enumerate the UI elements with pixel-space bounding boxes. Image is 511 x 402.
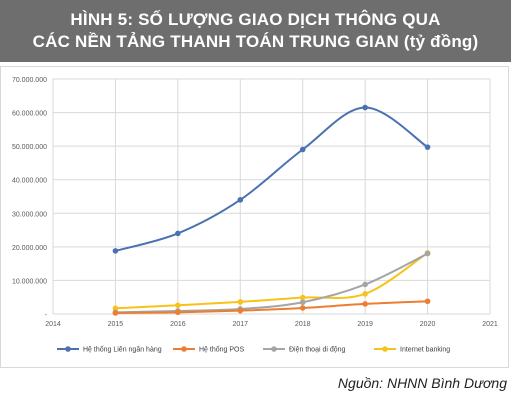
figure-title: HÌNH 5: SỐ LƯỢNG GIAO DỊCH THÔNG QUA CÁC… (0, 0, 511, 62)
series-1-point (362, 104, 368, 111)
series-4-point (299, 294, 306, 301)
x-tick-label: 2016 (170, 321, 186, 328)
chart-area: - 10.000.000 20.000.000 30.000.000 40.000.00… (0, 66, 509, 368)
legend-label: Hệ thống Liên ngân hàng (83, 345, 162, 354)
x-tick-label: 2019 (357, 321, 373, 328)
x-tick-label: 2017 (232, 321, 248, 328)
legend-swatch-marker (65, 346, 71, 352)
title-line-2: CÁC NỀN TẢNG THANH TOÁN TRUNG GIAN (tỷ đ… (32, 32, 479, 51)
series-1-point (112, 248, 119, 254)
series-2-point (299, 305, 306, 311)
title-line-1: HÌNH 5: SỐ LƯỢNG GIAO DỊCH THÔNG QUA (70, 10, 441, 29)
series-1-point (424, 144, 431, 150)
series-2-point (237, 307, 244, 314)
series-3-point (424, 250, 431, 257)
series-1-line (115, 106, 429, 252)
series-1-point (175, 230, 181, 237)
y-tick-label: 40.000.000 (12, 178, 47, 185)
legend-label: Internet banking (400, 347, 450, 354)
line-chart: - 10.000.000 20.000.000 30.000.000 40.000.00… (12, 77, 498, 354)
x-tick-label: 2021 (482, 321, 498, 328)
series-3-point (362, 281, 368, 288)
series-1-point (299, 146, 306, 153)
series-2-point (362, 301, 368, 307)
series-4-point (175, 302, 181, 309)
legend-item: Hệ thống Liên ngân hàng (57, 345, 162, 354)
series-2-point (175, 309, 181, 316)
series-4-point (112, 305, 119, 312)
x-tick-label: 2020 (420, 321, 436, 328)
series-2-point (424, 298, 431, 305)
legend-item: Internet banking (374, 346, 450, 354)
y-tick-label: 50.000.000 (12, 144, 47, 151)
legend-swatch-marker (382, 346, 388, 352)
series-4-point (362, 291, 368, 297)
series-4-point (237, 299, 244, 305)
series-3-point (299, 299, 306, 306)
y-tick-label: - (45, 312, 48, 319)
x-tick-label: 2014 (45, 321, 61, 328)
legend-label: Điện thoại di động (289, 347, 346, 354)
y-tick-label: 20.000.000 (12, 245, 47, 252)
legend-item: Điện thoại di động (263, 346, 346, 354)
legend-swatch-marker (181, 346, 187, 352)
legend-label: Hệ thống POS (199, 345, 244, 354)
legend-swatch-marker (271, 346, 277, 352)
y-tick-label: 30.000.000 (12, 211, 47, 218)
source-note: Nguồn: NHNN Bình Dương (337, 375, 507, 391)
y-tick-label: 60.000.000 (12, 111, 47, 118)
legend-item: Hệ thống POS (173, 345, 244, 354)
x-tick-label: 2018 (295, 321, 311, 328)
y-tick-label: 70.000.000 (12, 77, 47, 84)
series-1-point (237, 197, 244, 203)
series-2-point (112, 310, 119, 316)
y-tick-label: 10.000.000 (12, 278, 47, 285)
series-2-line (115, 300, 428, 314)
x-tick-label: 2015 (108, 321, 124, 328)
